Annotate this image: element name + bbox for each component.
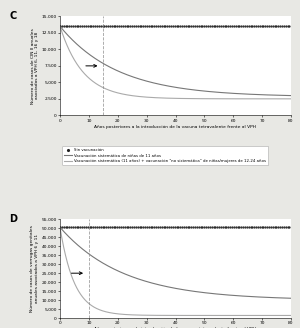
Y-axis label: Número de casos de verrugas genitales
anuales asociados a VPH 6 y 11: Número de casos de verrugas genitales an… xyxy=(30,225,39,312)
Text: C: C xyxy=(9,11,16,21)
Legend: Sin vacunación, Vacunación sistemática de niñas de 11 años, Vacunación sistemáti: Sin vacunación, Vacunación sistemática d… xyxy=(62,146,268,165)
Y-axis label: Número de casos de CIN II anuales
asociados a VPH 6, 11, 16 y 18: Número de casos de CIN II anuales asocia… xyxy=(31,28,40,104)
X-axis label: Años posteriores a la introducción de la vacuna tetravalente frente al VPH: Años posteriores a la introducción de la… xyxy=(94,327,256,328)
Text: D: D xyxy=(9,214,17,224)
X-axis label: Años posteriores a la introducción de la vacuna tetravalente frente al VPH: Años posteriores a la introducción de la… xyxy=(94,125,256,129)
